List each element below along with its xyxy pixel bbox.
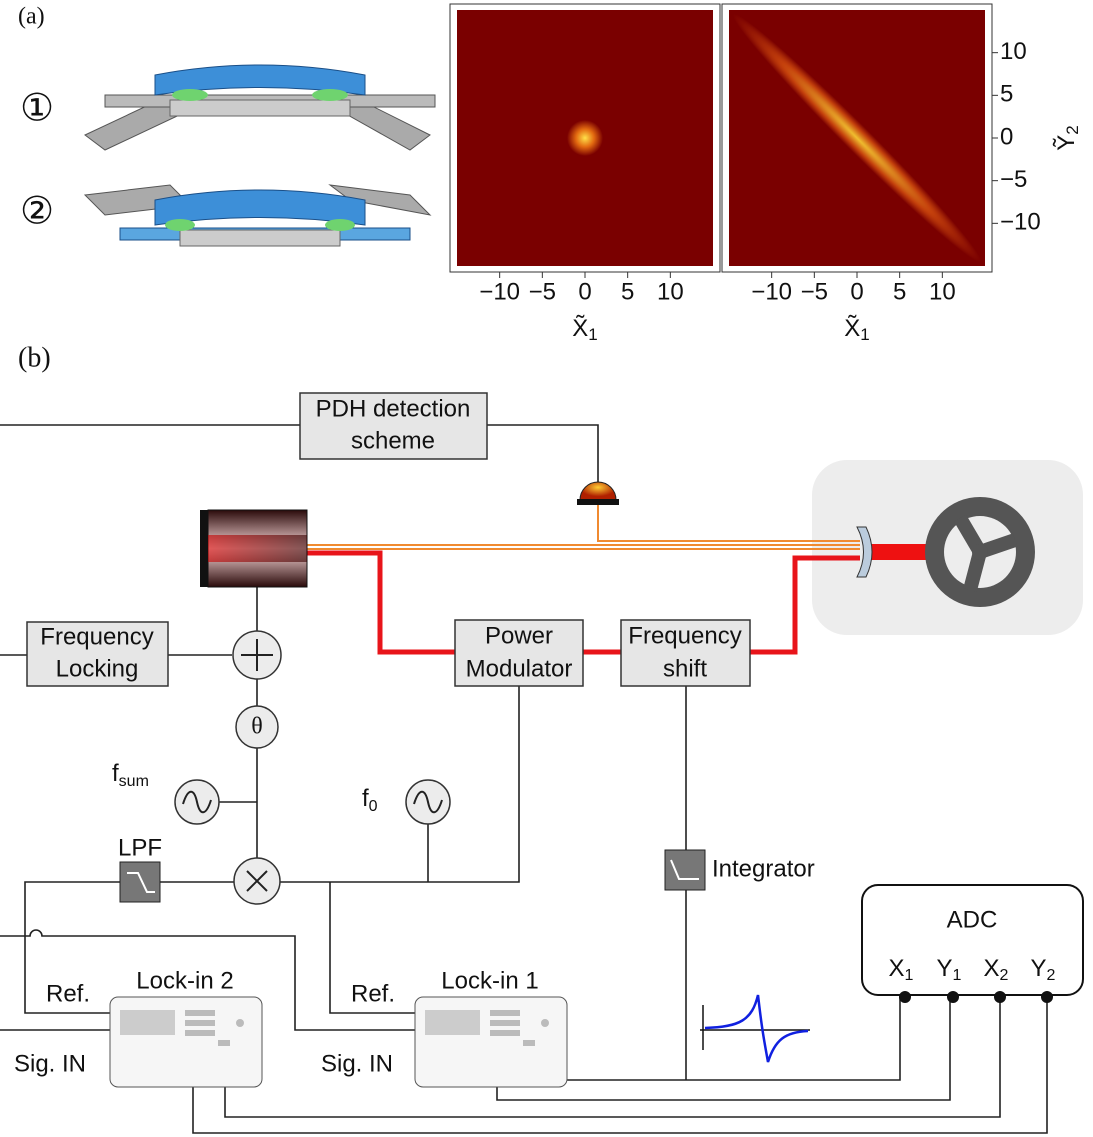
adc-port [1041,991,1053,1003]
x-tick-label: −5 [801,278,828,305]
symbol: X [984,955,1000,982]
lockin-title: Lock-in 1 [441,967,538,994]
x-tick-label: 0 [850,278,863,305]
lpf-box [120,862,160,902]
y-tick-label: 5 [1000,81,1013,108]
adc-port [947,991,959,1003]
box-label: Modulator [466,655,573,682]
photodetector [580,482,616,500]
port-label: Sig. IN [321,1050,393,1077]
box-label: shift [663,655,707,682]
symbol: X̃ [572,315,588,342]
x-axis-label: X̃1 [844,315,869,344]
y-axis-label: Ỹ2 [1053,125,1082,150]
x-tick-label: 10 [657,278,684,305]
frequency-label: fsum [112,760,149,790]
error-signal-icon [700,995,810,1062]
subscript: 1 [588,325,597,344]
subscript: 1 [860,325,869,344]
subscript: 2 [1047,967,1056,984]
figure: (a) ① ② −10−50510−10−505101050−5−10 X̃1 … [0,0,1093,1137]
laser-core [208,535,307,562]
box-label: PDH detection [316,395,471,422]
subscript: sum [119,773,149,790]
adc-port [994,991,1006,1003]
box-label: Frequency [628,622,741,649]
x-tick-label: 10 [929,278,956,305]
symbol: Y [937,955,953,982]
coherent-state [567,120,603,156]
port-label: Sig. IN [14,1050,86,1077]
subscript: 1 [953,967,962,984]
symbol: X [889,955,905,982]
y-tick-label: 10 [1000,38,1027,65]
x-tick-label: −10 [751,278,792,305]
x-tick-label: −10 [479,278,520,305]
x-tick-label: 5 [893,278,906,305]
lockin-title: Lock-in 2 [136,967,233,994]
mode-shape-2 [85,185,430,246]
x-axis-label: X̃1 [572,315,597,344]
lockin-screen [120,1010,175,1035]
box-label: Locking [56,655,139,682]
x-tick-label: 0 [578,278,591,305]
mechanical-resonator [925,497,1035,607]
x-tick-label: 5 [621,278,634,305]
symbol: Y [1031,955,1047,982]
lockin-screen [425,1010,480,1035]
panel-label: (b) [18,342,51,373]
y-tick-label: −10 [1000,209,1041,236]
x-tick-label: −5 [529,278,556,305]
subscript: 0 [369,798,378,815]
photodetector-base [577,499,619,505]
symbol: X̃ [844,315,860,342]
symbol: Ỹ [1053,135,1080,151]
panel-label: (a) [18,4,45,30]
port-label: Ref. [351,980,395,1007]
subscript: 2 [1063,125,1082,134]
optical-path [307,502,860,549]
integrator-box [665,850,705,890]
subscript: 1 [905,967,914,984]
box-label: Power [485,622,553,649]
mode-shape-1 [85,65,435,150]
adc-port [899,991,911,1003]
y-tick-label: 0 [1000,123,1013,150]
box-label: Frequency [40,623,153,650]
integrator-label: Integrator [712,855,815,882]
lpf-label: LPF [118,834,162,861]
box-label: scheme [351,427,435,454]
y-tick-label: −5 [1000,166,1027,193]
mode-label: ② [20,191,54,233]
port-label: Ref. [46,980,90,1007]
subscript: 2 [1000,967,1009,984]
adc-label: ADC [947,906,998,933]
frequency-label: f0 [362,785,378,815]
phase-label: θ [251,714,263,740]
mode-label: ① [20,88,54,130]
